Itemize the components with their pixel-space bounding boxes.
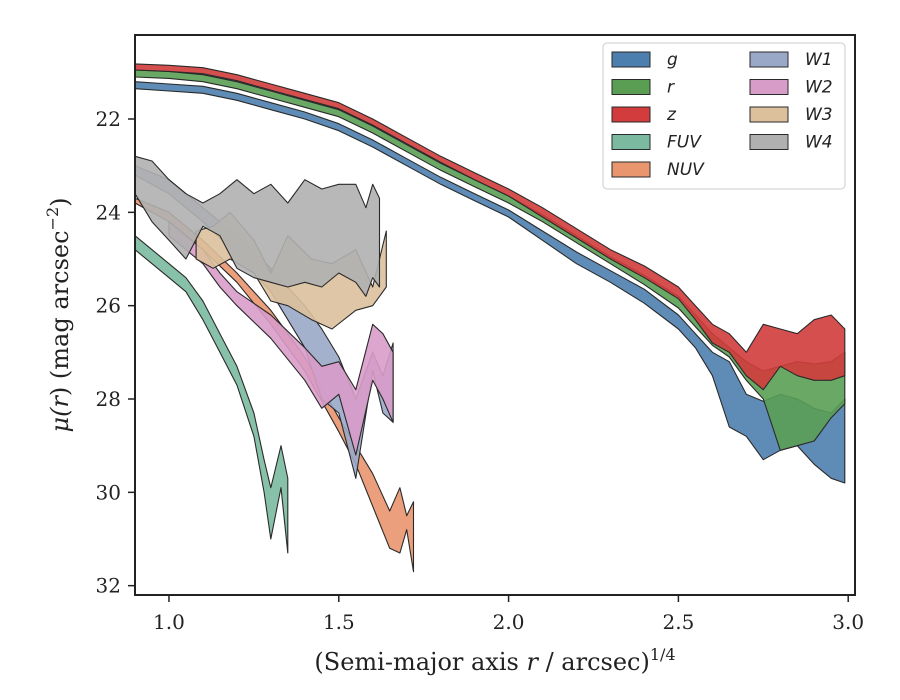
legend-label-fuv: FUV [667, 133, 702, 153]
legend-label-g: g [667, 50, 678, 70]
x-axis-title-prefix: (Semi-major axis [314, 648, 526, 676]
y-axis-title-exponent: −2 [43, 207, 62, 231]
legend-swatch-z [611, 106, 651, 123]
y-axis-title-units: ) (mag arcsec [46, 230, 74, 396]
y-tick-label: 24 [96, 200, 121, 224]
y-tick-label: 28 [96, 387, 121, 411]
legend-label-w3: W3 [805, 105, 833, 125]
legend-swatch-w1 [749, 51, 789, 68]
legend-swatch-w2 [749, 79, 789, 95]
y-axis-title-var: r [46, 395, 74, 408]
series-band-w4 [134, 155, 381, 297]
x-tick-label: 1.5 [323, 610, 355, 634]
x-axis-title-var: r [526, 648, 539, 676]
legend-swatch-g [611, 51, 651, 68]
series-band-fuv [134, 235, 289, 554]
x-tick-label: 1.0 [153, 610, 185, 634]
x-axis-title-exponent: 1/4 [650, 645, 676, 664]
y-axis: 22 24 26 28 30 32 [96, 107, 135, 598]
y-tick-label: 32 [96, 574, 121, 598]
legend-swatch-r [611, 79, 651, 95]
series-band-w2 [168, 221, 394, 456]
y-axis-title: μ(r) (mag arcsec−2) [43, 197, 74, 432]
x-tick-label: 3.0 [832, 610, 864, 634]
legend-label-z: z [666, 105, 677, 125]
x-axis: 1.0 1.5 2.0 2.5 3.0 [153, 595, 864, 634]
legend-swatch-w3 [749, 106, 789, 123]
legend-swatch-w4 [749, 134, 789, 150]
x-tick-label: 2.5 [662, 610, 694, 634]
plot-frame [134, 34, 856, 596]
legend: grz FUV NUV W1 W2 W3 W4 [602, 42, 846, 190]
legend-swatch-fuv [611, 134, 651, 150]
legend-label-w4: W4 [805, 133, 833, 153]
x-axis-title: (Semi-major axis r / arcsec)1/4 [314, 645, 675, 676]
series-band-z [134, 63, 846, 391]
x-axis-title-suffix: / arcsec) [538, 648, 650, 676]
legend-label-w1: W1 [805, 50, 833, 70]
y-tick-label: 26 [96, 294, 121, 318]
series-layer [134, 63, 846, 573]
y-tick-label: 22 [96, 107, 121, 131]
legend-label-r: r [667, 78, 675, 98]
legend-label-w2: W2 [805, 78, 833, 98]
y-tick-label: 30 [96, 480, 121, 504]
series-band-g [134, 81, 846, 484]
x-tick-label: 2.0 [493, 610, 525, 634]
legend-label-nuv: NUV [667, 160, 705, 180]
y-axis-title-mu: μ( [46, 407, 74, 433]
y-axis-title-close: ) [46, 197, 74, 206]
legend-swatch-nuv [611, 161, 651, 178]
series-band-r [134, 69, 846, 451]
